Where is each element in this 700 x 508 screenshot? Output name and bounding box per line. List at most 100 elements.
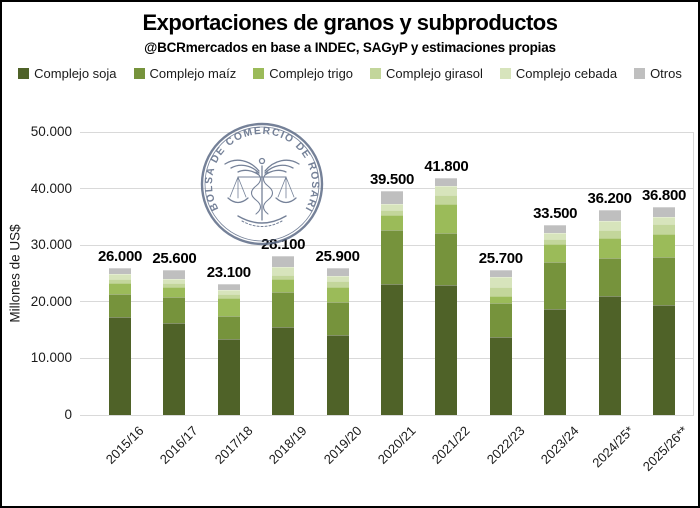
bar-total-label: 41.800 xyxy=(424,158,469,176)
bar-segment xyxy=(653,304,675,415)
bar-segment xyxy=(381,229,403,284)
bar-segment xyxy=(598,210,621,221)
chart-title: Exportaciones de granos y subproductos xyxy=(142,10,558,35)
plot-right-border xyxy=(693,132,694,416)
bar-segment xyxy=(217,290,240,295)
legend-label: Complejo maíz xyxy=(149,66,237,81)
bar-segment xyxy=(544,238,567,245)
bar-segment xyxy=(163,282,186,287)
y-tick-label: 20.000 xyxy=(30,293,72,309)
bar-segment xyxy=(326,334,349,415)
bar-total-label: 39.500 xyxy=(369,171,415,189)
bar-segment xyxy=(109,294,131,317)
bar-segment xyxy=(109,267,131,275)
bar-segment xyxy=(435,203,458,234)
bar-segment xyxy=(598,229,621,239)
bar-total-label: 23.100 xyxy=(206,264,251,282)
bar-segment xyxy=(326,301,349,335)
bar-segment xyxy=(598,220,621,230)
bar-total-label: 25.900 xyxy=(315,248,360,266)
bar-segment xyxy=(217,284,240,291)
legend-label: Otros xyxy=(650,66,682,81)
legend-item: Complejo soja xyxy=(18,66,117,81)
bar-segment xyxy=(163,322,186,415)
legend-label: Complejo cebada xyxy=(515,66,618,81)
svg-text:BOLSA DE COMERCIO DE ROSARIO: BOLSA DE COMERCIO DE ROSARIO xyxy=(192,114,321,215)
bar-segment xyxy=(272,255,295,267)
bar-segment xyxy=(272,274,295,279)
bar-segment xyxy=(163,278,186,283)
bar-segment xyxy=(435,185,458,195)
watermark-ring-text: BOLSA DE COMERCIO DE ROSARIO xyxy=(192,114,320,215)
legend: Complejo soja Complejo maíz Complejo trigo… xyxy=(2,66,698,81)
bar-segment xyxy=(381,214,403,230)
legend-swatch-icon xyxy=(18,68,30,79)
bar-segment xyxy=(163,270,186,279)
bar-segment xyxy=(435,284,458,415)
x-tick-label: 2017/18 xyxy=(211,423,256,467)
x-tick-label: 2024/25* xyxy=(588,423,637,471)
y-tick-label: 30.000 xyxy=(30,237,72,253)
bar-segment xyxy=(489,336,512,415)
bar-segment xyxy=(598,295,621,415)
bcr-rosario-seal-watermark-icon: BOLSA DE COMERCIO DE ROSARIO xyxy=(192,114,324,246)
y-tick-label: 0 xyxy=(64,407,72,422)
bar-segment xyxy=(381,283,403,415)
bar-segment xyxy=(326,280,349,287)
x-tick-label: 2023/24 xyxy=(537,423,582,467)
gridline xyxy=(80,188,694,190)
bar-segment xyxy=(544,225,567,234)
bar-segment xyxy=(598,238,621,258)
bar-segment xyxy=(381,203,403,210)
legend-swatch-icon xyxy=(133,68,145,79)
bar-segment xyxy=(653,223,675,235)
x-tick-label: 2021/22 xyxy=(429,423,474,467)
bar-segment xyxy=(489,269,512,278)
bar-segment xyxy=(544,233,567,239)
bar-total-label: 25.600 xyxy=(152,250,197,268)
bar-total-label: 33.500 xyxy=(533,205,578,223)
bar-total-label: 26.000 xyxy=(97,247,143,265)
legend-label: Complejo soja xyxy=(34,66,117,81)
bar-segment xyxy=(544,262,567,309)
legend-item: Complejo trigo xyxy=(253,66,353,81)
legend-swatch-icon xyxy=(370,68,382,79)
bar-segment xyxy=(272,266,295,275)
bar-segment xyxy=(489,277,512,287)
bar-segment xyxy=(109,274,131,280)
bar-segment xyxy=(381,209,403,215)
legend-item: Complejo girasol xyxy=(370,66,483,81)
chart-subtitle: @BCRmercados en base a INDEC, SAGyP y es… xyxy=(144,40,556,55)
x-tick-label: 2020/21 xyxy=(374,423,419,467)
legend-label: Complejo girasol xyxy=(386,66,483,81)
x-tick-label: 2015/16 xyxy=(102,423,147,467)
bar-segment xyxy=(163,296,186,323)
bar-segment xyxy=(489,286,512,296)
bar-segment xyxy=(272,278,295,292)
bar-segment xyxy=(163,286,186,297)
bar-segment xyxy=(653,216,675,224)
bar-segment xyxy=(217,294,240,298)
bar-segment xyxy=(435,194,458,204)
legend-item: Complejo cebada xyxy=(499,66,618,81)
x-tick-label: 2025/26** xyxy=(639,423,691,475)
bar-segment xyxy=(326,275,349,281)
bar-total-label: 36.200 xyxy=(587,190,632,208)
bar-segment xyxy=(598,257,621,296)
bar-segment xyxy=(217,297,240,316)
bar-segment xyxy=(217,338,240,415)
bar-segment xyxy=(217,315,240,339)
legend-swatch-icon xyxy=(634,68,646,79)
bar-segment xyxy=(326,268,349,276)
bar-segment xyxy=(109,283,131,295)
legend-swatch-icon xyxy=(253,68,265,79)
gridline xyxy=(80,414,694,416)
bar-segment xyxy=(544,244,567,263)
bar-total-label: 36.800 xyxy=(641,186,687,204)
y-tick-label: 10.000 xyxy=(30,350,72,366)
x-tick-label: 2022/23 xyxy=(483,423,528,467)
bar-segment xyxy=(272,326,295,415)
legend-item: Otros xyxy=(634,66,682,81)
